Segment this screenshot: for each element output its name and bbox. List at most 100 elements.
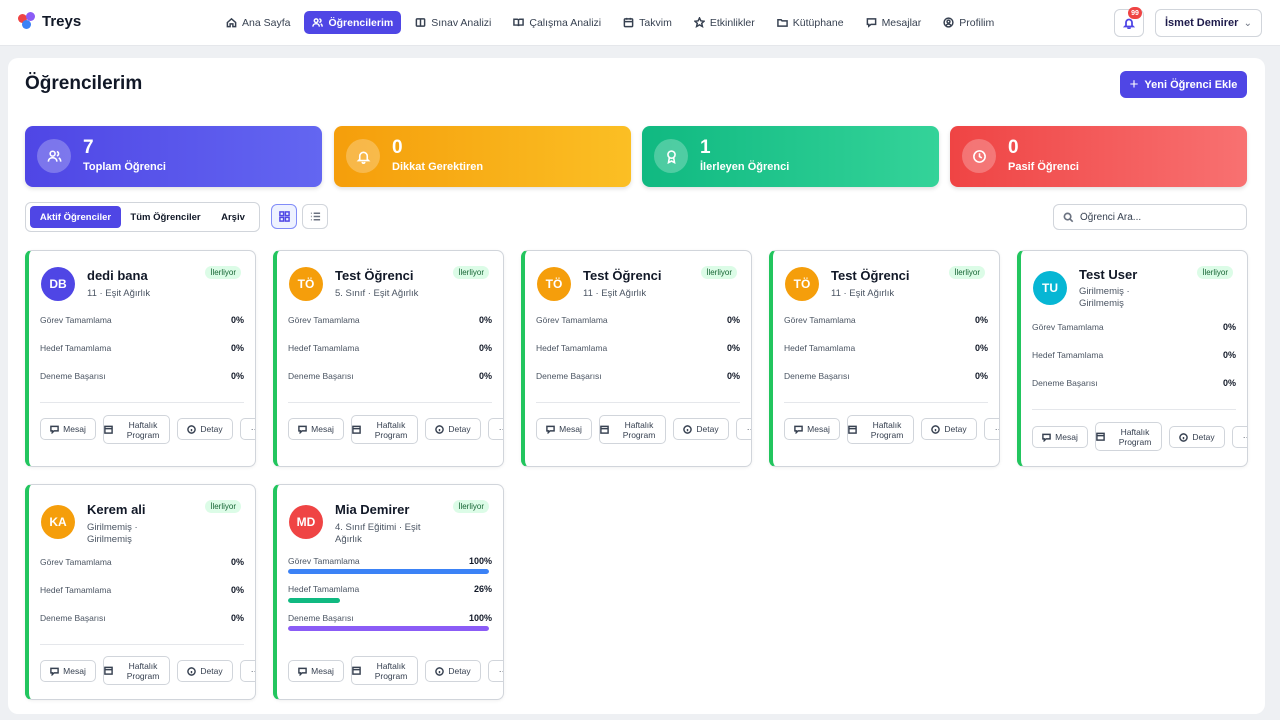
status-badge: İlerliyor <box>701 266 737 279</box>
message-button[interactable]: Mesaj <box>40 418 96 440</box>
info-icon <box>683 424 693 434</box>
student-name[interactable]: Kerem ali <box>87 502 146 517</box>
progress-bar-gorev <box>288 569 489 574</box>
metric-deneme: Deneme Başarısı 0% <box>40 613 244 623</box>
student-meta: Girilmemiş · Girilmemiş <box>87 522 138 545</box>
more-button[interactable]: ··· <box>488 418 503 440</box>
student-meta: 11 · Eşit Ağırlık <box>583 288 647 299</box>
status-badge: İlerliyor <box>453 500 489 513</box>
nav-item-ogrencilerim[interactable]: Öğrencilerim <box>304 11 402 34</box>
more-button[interactable]: ··· <box>736 418 751 440</box>
nav-item-calisma-analizi[interactable]: Çalışma Analizi <box>505 11 609 34</box>
student-name[interactable]: Test Öğrenci <box>831 268 910 283</box>
stat-card-total[interactable]: 7 Toplam Öğrenci <box>25 126 322 187</box>
list-view-button[interactable] <box>302 204 328 229</box>
student-name[interactable]: dedi bana <box>87 268 148 283</box>
detail-button[interactable]: Detay <box>177 418 233 440</box>
stat-card-attention[interactable]: 0 Dikkat Gerektiren <box>334 126 631 187</box>
student-name[interactable]: Test Öğrenci <box>583 268 662 283</box>
student-name[interactable]: Test User <box>1079 267 1138 282</box>
student-card[interactable]: MD Mia Demirer 4. Sınıf Eğitimi · Eşit A… <box>273 484 504 700</box>
student-name[interactable]: Mia Demirer <box>335 502 410 517</box>
metric-hedef: Hedef Tamamlama 0% <box>288 343 492 353</box>
more-button[interactable]: ··· <box>488 660 503 682</box>
weekly-program-button[interactable]: Haftalık Program <box>847 415 914 444</box>
grid-view-button[interactable] <box>271 204 297 229</box>
notifications-button[interactable]: 99 <box>1114 7 1144 37</box>
detail-button[interactable]: Detay <box>673 418 729 440</box>
progress-fill <box>288 626 489 631</box>
student-card[interactable]: DB dedi bana 11 · Eşit Ağırlık İlerliyor… <box>25 250 256 467</box>
avatar: TU <box>1033 271 1067 305</box>
student-card[interactable]: KA Kerem ali Girilmemiş · Girilmemiş İle… <box>25 484 256 700</box>
student-card[interactable]: TÖ Test Öğrenci 11 · Eşit Ağırlık İlerli… <box>521 250 752 467</box>
more-button[interactable]: ··· <box>984 418 999 440</box>
status-badge: İlerliyor <box>949 266 985 279</box>
weekly-program-button[interactable]: Haftalık Program <box>103 656 170 685</box>
student-card[interactable]: TÖ Test Öğrenci 11 · Eşit Ağırlık İlerli… <box>769 250 1000 467</box>
message-button[interactable]: Mesaj <box>784 418 840 440</box>
nav-item-takvim[interactable]: Takvim <box>615 11 680 34</box>
tab-arsiv[interactable]: Arşiv <box>221 211 245 223</box>
student-card[interactable]: TÖ Test Öğrenci 5. Sınıf · Eşit Ağırlık … <box>273 250 504 467</box>
more-button[interactable]: ··· <box>1232 426 1247 448</box>
progress-fill <box>288 569 489 574</box>
detail-button[interactable]: Detay <box>425 418 481 440</box>
nav-item-sinav-analizi[interactable]: Sınav Analizi <box>407 11 499 34</box>
message-button[interactable]: Mesaj <box>40 660 96 682</box>
weekly-program-button[interactable]: Haftalık Program <box>351 415 418 444</box>
star-icon <box>693 17 705 28</box>
clock-icon <box>972 149 986 163</box>
chat-icon <box>866 18 876 28</box>
avatar: KA <box>41 505 75 539</box>
detail-button[interactable]: Detay <box>921 418 977 440</box>
chat-icon <box>794 425 803 434</box>
stat-card-passive[interactable]: 0 Pasif Öğrenci <box>950 126 1247 187</box>
users-icon <box>47 149 61 162</box>
weekly-program-button[interactable]: Haftalık Program <box>103 415 170 444</box>
tab-aktif-ogrenciler[interactable]: Aktif Öğrenciler <box>30 206 121 228</box>
stat-card-progressing[interactable]: 1 İlerleyen Öğrenci <box>642 126 939 187</box>
student-meta: Girilmemiş · Girilmemiş <box>1079 286 1130 309</box>
user-name: İsmet Demirer <box>1165 17 1239 29</box>
info-icon <box>187 666 197 676</box>
detail-button[interactable]: Detay <box>1169 426 1225 448</box>
metric-hedef: Hedef Tamamlama 26% <box>288 584 492 594</box>
student-name[interactable]: Test Öğrenci <box>335 268 414 283</box>
more-button[interactable]: ··· <box>240 660 255 682</box>
logo[interactable]: Treys <box>18 12 81 30</box>
message-button[interactable]: Mesaj <box>288 418 344 440</box>
detail-button[interactable]: Detay <box>177 660 233 682</box>
more-button[interactable]: ··· <box>240 418 255 440</box>
status-badge: İlerliyor <box>205 500 241 513</box>
divider <box>536 402 740 403</box>
message-button[interactable]: Mesaj <box>1032 426 1088 448</box>
weekly-program-button[interactable]: Haftalık Program <box>599 415 666 444</box>
user-menu-dropdown[interactable]: İsmet Demirer ⌄ <box>1155 9 1262 37</box>
metric-hedef: Hedef Tamamlama 0% <box>784 343 988 353</box>
search-input[interactable] <box>1080 211 1230 223</box>
message-button[interactable]: Mesaj <box>536 418 592 440</box>
detail-button[interactable]: Detay <box>425 660 481 682</box>
top-navbar: Treys Ana Sayfa Öğrencilerim Sınav Anali… <box>0 0 1280 46</box>
weekly-program-button[interactable]: Haftalık Program <box>351 656 418 685</box>
avatar: TÖ <box>537 267 571 301</box>
user-circle-icon <box>943 17 954 28</box>
nav-item-kutuphane[interactable]: Kütüphane <box>769 11 852 34</box>
student-meta: 11 · Eşit Ağırlık <box>87 288 151 299</box>
message-button[interactable]: Mesaj <box>288 660 344 682</box>
nav-item-profilim[interactable]: Profilim <box>935 11 1002 34</box>
calendar-icon <box>104 666 113 675</box>
nav-item-ana-sayfa[interactable]: Ana Sayfa <box>218 11 298 34</box>
student-meta: 11 · Eşit Ağırlık <box>831 288 895 299</box>
more-icon: ··· <box>250 424 255 434</box>
tab-tum-ogrenciler[interactable]: Tüm Öğrenciler <box>130 211 201 223</box>
weekly-program-button[interactable]: Haftalık Program <box>1095 422 1162 451</box>
student-card[interactable]: TU Test User Girilmemiş · Girilmemiş İle… <box>1017 250 1248 467</box>
info-icon <box>931 424 941 434</box>
nav-item-mesajlar[interactable]: Mesajlar <box>858 11 930 34</box>
metric-deneme: Deneme Başarısı 0% <box>288 371 492 381</box>
metric-hedef: Hedef Tamamlama 0% <box>1032 350 1236 360</box>
nav-item-etkinlikler[interactable]: Etkinlikler <box>686 11 763 34</box>
add-student-button[interactable]: + Yeni Öğrenci Ekle <box>1120 71 1247 98</box>
